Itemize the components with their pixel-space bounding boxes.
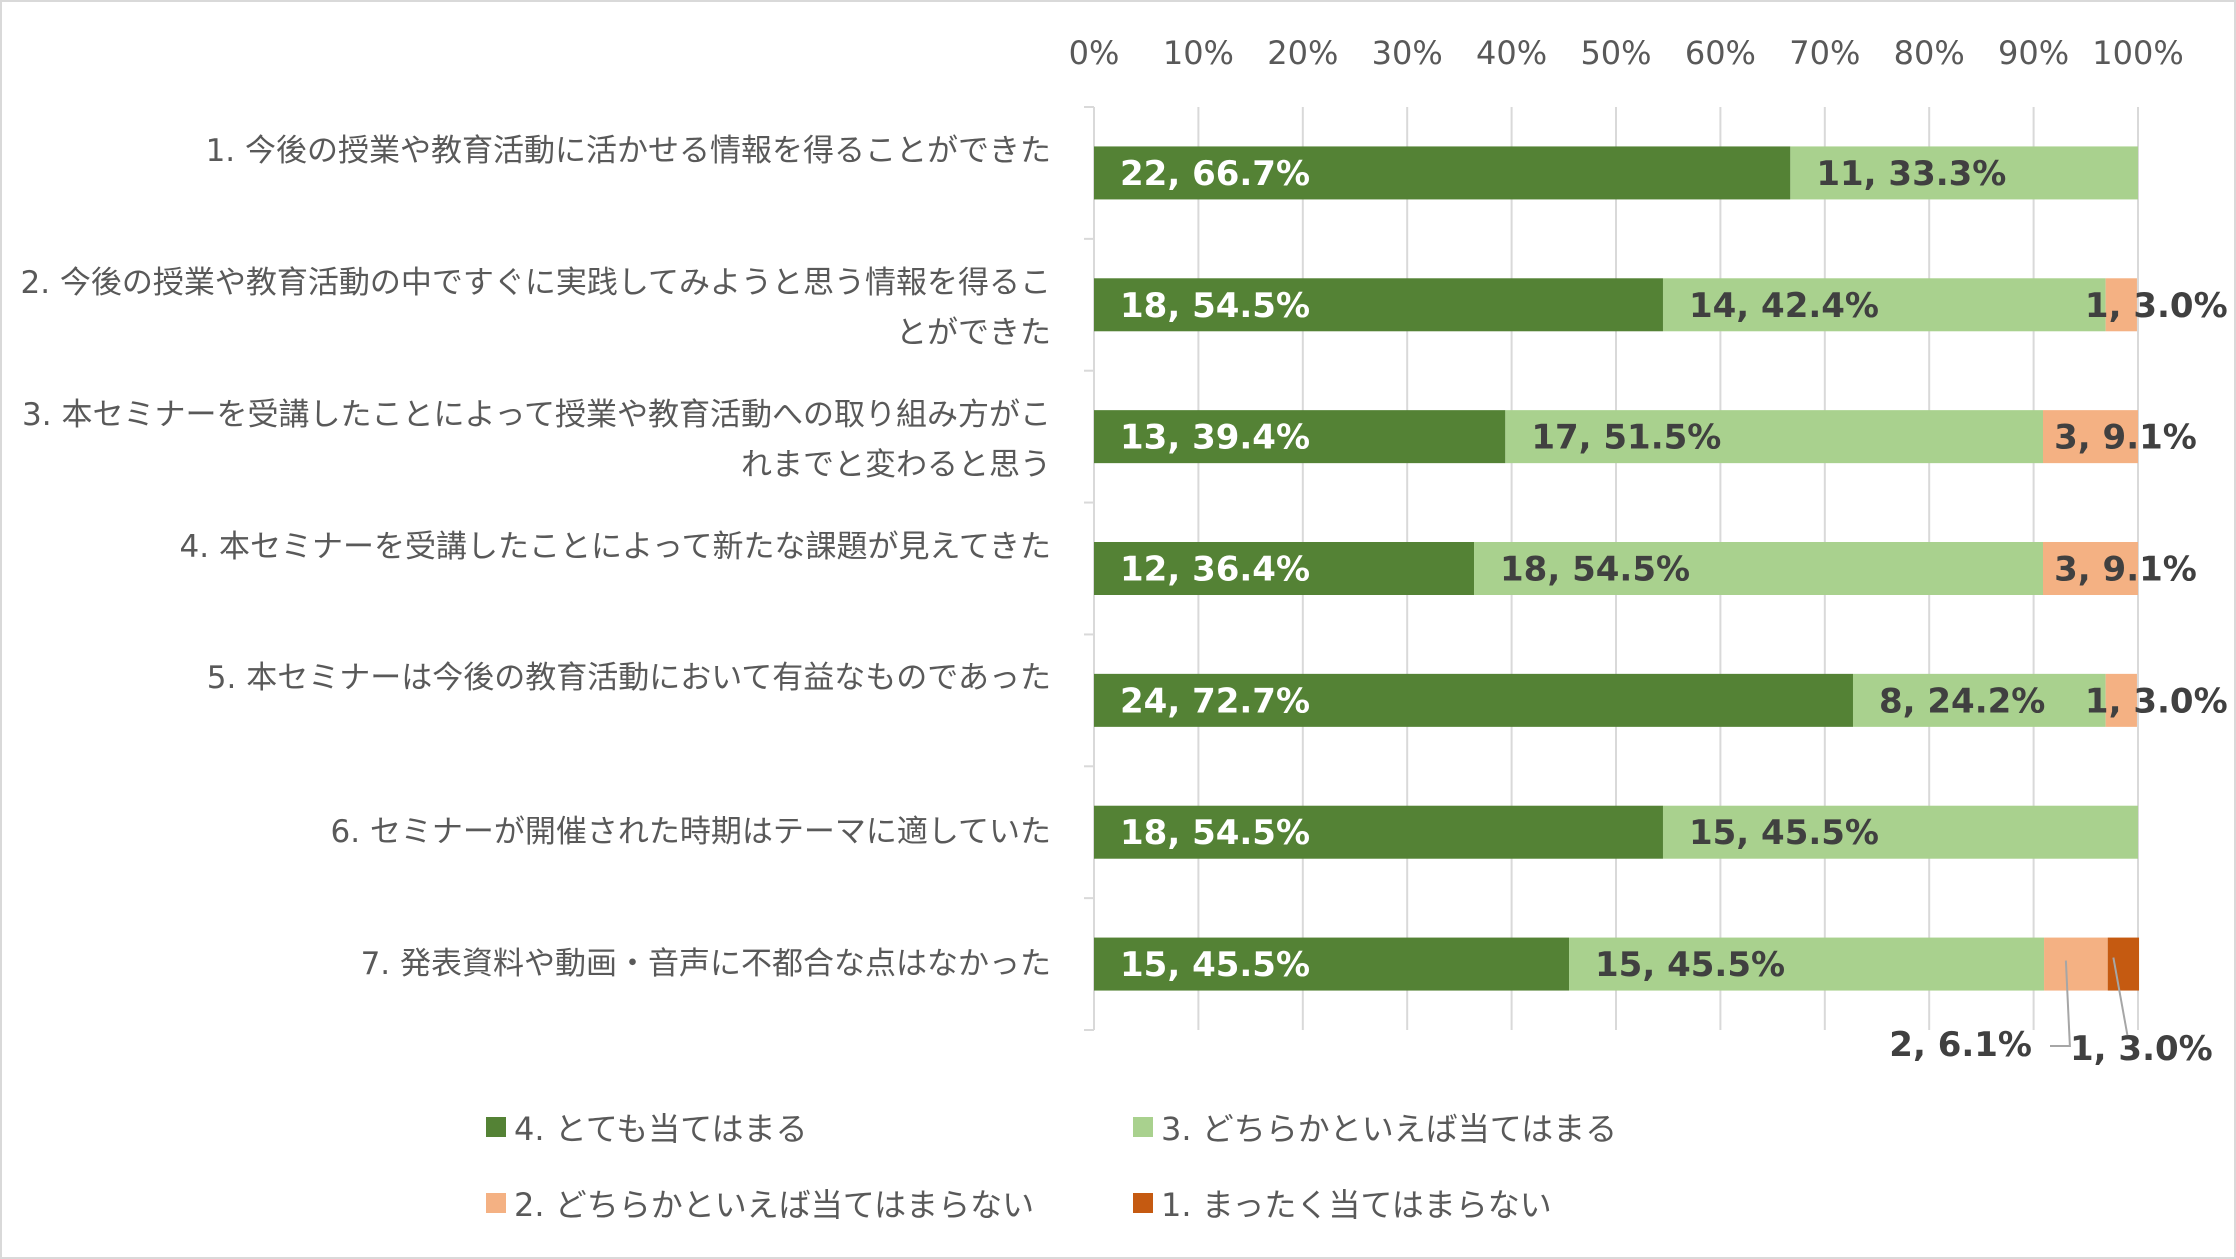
category-label: 2. 今後の授業や教育活動の中ですぐに実践してみようと思う情報を得ることができた [20,264,1052,351]
bar-segment [2042,410,2138,464]
category-label: 7. 発表資料や動画・音声に不都合な点はなかった [360,946,1051,983]
data-label: 12, 36.4% [1120,550,1310,590]
bar-segment [2042,542,2138,595]
legend-swatch [1133,1117,1153,1137]
legend-item: 2. どちらかといえば当てはまらない [486,1180,1034,1226]
bar-segment [1662,278,2106,332]
data-label: 2, 6.1% [1889,1025,2032,1065]
bar-segment [1569,937,2045,991]
bar-segment [2105,278,2137,332]
data-label: 15, 45.5% [1120,945,1310,985]
x-tick-label: 100% [2092,34,2183,72]
category-label: 3. 本セミナーを受講したことによって授業や教育活動への取り組み方がこれまでと変… [22,396,1051,483]
bar-segment [1094,673,1853,727]
x-tick-label: 80% [1894,34,1965,72]
x-tick-label: 20% [1267,34,1338,72]
data-label: 18, 54.5% [1500,550,1690,590]
x-tick-label: 30% [1372,34,1443,72]
bar-segment [1094,805,1663,859]
bar-segment [1094,542,1475,595]
bar-segment [2044,937,2108,991]
bar-segment [1662,805,2138,859]
data-label: 11, 33.3% [1816,154,2006,194]
x-tick-label: 0% [1069,34,1120,72]
bar-segment [1790,146,2138,200]
bar-segment [1474,542,2043,595]
legend-label: 1. まったく当てはまらない [1161,1186,1552,1224]
x-tick-label: 10% [1163,34,1234,72]
legend-item: 4. とても当てはまる [486,1104,808,1150]
data-label: 1, 3.0% [2085,286,2228,326]
data-label: 18, 54.5% [1120,286,1310,326]
data-label: 3, 9.1% [2054,418,2197,458]
legend-label: 4. とても当てはまる [514,1110,808,1148]
category-label: 5. 本セミナーは今後の教育活動において有益なものであった [206,660,1051,697]
category-label: 1. 今後の授業や教育活動に活かせる情報を得ることができた [205,132,1051,169]
data-label: 18, 54.5% [1120,813,1310,853]
x-tick-label: 90% [1998,34,2069,72]
bar-segment [1094,278,1663,332]
data-label: 8, 24.2% [1879,681,2045,721]
leader-line [2112,957,2129,1036]
x-tick-label: 70% [1789,34,1860,72]
bar-segment [1094,146,1791,200]
legend-swatch [486,1117,506,1137]
legend-item: 1. まったく当てはまらない [1133,1180,1552,1226]
legend-swatch [486,1193,506,1213]
bar-segment [1094,937,1570,991]
data-label: 15, 45.5% [1595,945,1785,985]
data-label: 1, 3.0% [2085,681,2228,721]
leader-line [2050,960,2071,1047]
legend-label: 3. どちらかといえば当てはまる [1161,1110,1618,1148]
legend-label: 2. どちらかといえば当てはまらない [514,1186,1035,1224]
legend-item: 3. どちらかといえば当てはまる [1133,1104,1617,1150]
x-tick-label: 50% [1580,34,1651,72]
data-label: 3, 9.1% [2054,550,2197,590]
data-label: 14, 42.4% [1689,286,1879,326]
bar-segment [1852,673,2106,727]
category-label: 6. セミナーが開催された時期はテーマに適していた [330,814,1052,851]
data-label: 13, 39.4% [1120,418,1310,458]
bar-segment [1094,410,1506,464]
category-label: 4. 本セミナーを受講したことによって新たな課題が見えてきた [179,528,1051,565]
bar-segment [2105,673,2137,727]
bar-segment [1505,410,2043,464]
bar-segment [2107,937,2140,991]
x-tick-label: 40% [1476,34,1547,72]
legend-swatch [1133,1193,1153,1213]
data-label: 15, 45.5% [1689,813,1879,853]
data-label: 24, 72.7% [1120,681,1310,721]
data-label: 22, 66.7% [1120,154,1310,194]
x-tick-label: 60% [1685,34,1756,72]
data-label: 17, 51.5% [1531,418,1721,458]
data-label: 1, 3.0% [2070,1029,2213,1069]
